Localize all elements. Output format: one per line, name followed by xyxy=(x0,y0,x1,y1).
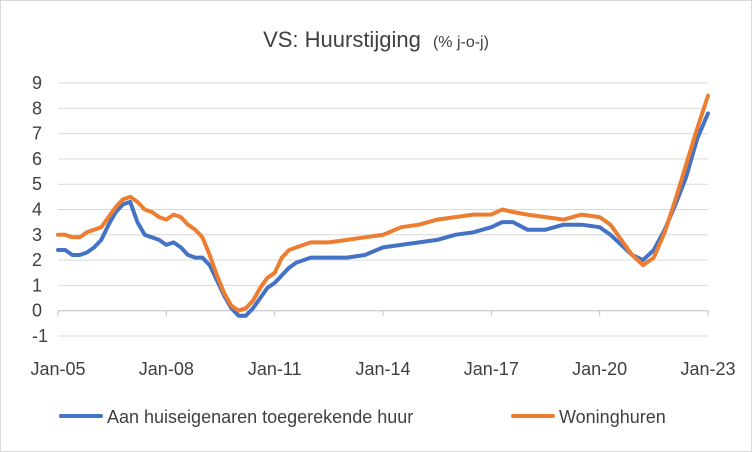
y-tick-label: 3 xyxy=(32,225,42,245)
x-tick-label: Jan-11 xyxy=(248,359,302,379)
x-tick-label: Jan-05 xyxy=(30,359,85,379)
x-tick-label: Jan-23 xyxy=(680,359,735,379)
x-axis-tick-labels: Jan-05 Jan-08 Jan-11 Jan-14 Jan-17 Jan-20 Jan-… xyxy=(30,359,735,379)
chart-title-main: VS: Huurstijging xyxy=(263,27,421,52)
chart-title: VS: Huurstijging (% j-o-j) xyxy=(263,27,489,52)
legend: Aan huiseigenaren toegerekende huur Wonin… xyxy=(59,407,666,427)
y-tick-label: 5 xyxy=(32,174,42,194)
series-lines xyxy=(56,93,710,318)
y-tick-label: 1 xyxy=(32,275,42,295)
y-tick-label: 2 xyxy=(32,250,42,270)
legend-label: Aan huiseigenaren toegerekende huur xyxy=(107,407,413,427)
x-tick-label: Jan-14 xyxy=(355,359,410,379)
y-tick-label: 4 xyxy=(32,200,42,220)
chart-subtitle: (% j-o-j) xyxy=(433,34,489,51)
y-tick-label: 8 xyxy=(32,98,42,118)
y-tick-label: 6 xyxy=(32,149,42,169)
series-line-toegerekende-huur xyxy=(56,111,710,318)
x-tick-label: Jan-08 xyxy=(139,359,194,379)
y-tick-label: -1 xyxy=(32,326,48,346)
y-tick-label: 0 xyxy=(32,301,42,321)
x-tick-label: Jan-17 xyxy=(464,359,519,379)
x-axis xyxy=(57,310,709,316)
legend-label: Woninghuren xyxy=(559,407,666,427)
gridlines xyxy=(58,82,708,337)
x-tick-label: Jan-20 xyxy=(572,359,627,379)
y-axis-tick-labels: -1 0 1 2 3 4 5 6 7 8 9 xyxy=(32,73,48,346)
y-tick-label: 7 xyxy=(32,124,42,144)
series-line-woninghuren xyxy=(56,93,710,313)
y-tick-label: 9 xyxy=(32,73,42,93)
